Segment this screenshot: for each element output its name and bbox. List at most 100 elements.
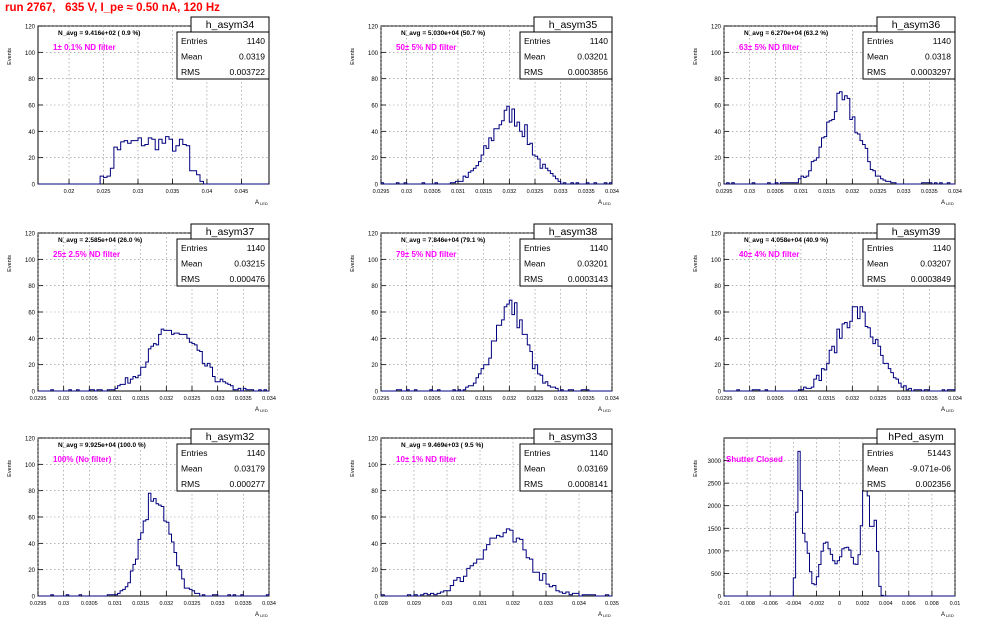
stats-title: hPed_asym xyxy=(888,431,944,443)
stats-rms-label: RMS xyxy=(524,274,543,284)
y-axis-label: Events xyxy=(7,48,13,65)
y-tick-label: 500 xyxy=(711,572,722,578)
stats-entries-value: 1140 xyxy=(590,448,609,458)
x-tick-label: 0.033 xyxy=(211,396,225,402)
x-tick-label: 0.035 xyxy=(166,189,180,195)
y-tick-label: 20 xyxy=(371,156,378,162)
x-tick-label: 0.034 xyxy=(605,189,619,195)
stats-box xyxy=(519,443,613,492)
stats-mean-label: Mean xyxy=(867,52,889,62)
stats-rms-label: RMS xyxy=(181,479,200,489)
x-tick-label: 0.031 xyxy=(108,601,122,607)
x-axis-label: A xyxy=(255,612,259,618)
x-tick-label: 0.0295 xyxy=(716,189,733,195)
filter-label: 40± 4% ND filter xyxy=(739,250,799,259)
x-tick-label: 0.0335 xyxy=(921,189,938,195)
x-axis-label-subscript: LED xyxy=(260,201,268,206)
y-axis-label: Events xyxy=(693,255,699,272)
x-tick-label: -0.008 xyxy=(739,601,755,607)
filter-label: 50± 5% ND filter xyxy=(396,43,456,52)
navg-label: N_avg = 9.416e+02 ( 0.9 %) xyxy=(58,30,140,37)
x-tick-label: 0.032 xyxy=(159,601,173,607)
y-tick-label: 2000 xyxy=(708,504,722,510)
y-tick-label: 40 xyxy=(28,337,35,343)
x-tick-label: 0.031 xyxy=(451,189,465,195)
y-tick-label: 0 xyxy=(32,390,36,396)
x-tick-label: 0.01 xyxy=(950,601,961,607)
stats-rms-value: 0.0003849 xyxy=(911,274,951,284)
navg-label: N_avg = 4.058e+04 (40.9 %) xyxy=(744,237,828,244)
x-tick-label: 0.0325 xyxy=(184,396,201,402)
y-tick-label: 40 xyxy=(371,542,378,548)
x-tick-label: 0.032 xyxy=(159,396,173,402)
x-tick-label: 0.0295 xyxy=(716,396,733,402)
stats-rms-value: 0.0003297 xyxy=(911,67,951,77)
x-axis-label: A xyxy=(598,200,602,206)
y-tick-label: 60 xyxy=(371,311,378,317)
stats-mean-value: 0.03179 xyxy=(234,464,265,474)
histogram-panel-h_asym34: 0 20 40 60 80 100 120 0.02 0.025 0.03 0.035 0.04 0.0… xyxy=(7,16,270,206)
y-tick-label: 80 xyxy=(714,284,721,290)
stats-box xyxy=(862,238,956,287)
x-tick-label: 0.025 xyxy=(97,189,111,195)
x-tick-label: 0.032 xyxy=(845,189,859,195)
x-tick-label: 0.0325 xyxy=(184,601,201,607)
stats-box xyxy=(176,443,270,492)
navg-label: N_avg = 9.925e+04 (100.0 %) xyxy=(58,442,146,449)
y-tick-label: 0 xyxy=(718,390,722,396)
stats-rms-label: RMS xyxy=(867,479,886,489)
x-tick-label: 0.031 xyxy=(108,396,122,402)
y-tick-label: 20 xyxy=(371,363,378,369)
x-tick-label: 0.033 xyxy=(897,189,911,195)
y-tick-label: 2500 xyxy=(708,482,722,488)
x-tick-label: 0.034 xyxy=(572,601,586,607)
x-tick-label: 0.0325 xyxy=(870,396,887,402)
x-tick-label: -0.004 xyxy=(785,601,801,607)
x-tick-label: 0.032 xyxy=(845,396,859,402)
x-tick-label: -0.006 xyxy=(762,601,778,607)
y-tick-label: 0 xyxy=(375,390,379,396)
histogram-panel-h_asym37: 0 20 40 60 80 100 120 0.0295 0.03 0.0305 0.031 0.03… xyxy=(7,223,276,413)
navg-label: N_avg = 6.270e+04 (63.2 %) xyxy=(744,30,828,37)
stats-rms-value: 0.003722 xyxy=(230,67,266,77)
x-axis-label-subscript: LED xyxy=(946,613,954,618)
x-tick-label: 0.035 xyxy=(605,601,619,607)
stats-entries-value: 1140 xyxy=(247,243,266,253)
navg-label: N_avg = 7.846e+04 (79.1 %) xyxy=(401,237,485,244)
stats-entries-label: Entries xyxy=(524,448,550,458)
y-tick-label: 40 xyxy=(28,542,35,548)
stats-title: h_asym38 xyxy=(549,226,598,238)
stats-rms-label: RMS xyxy=(867,274,886,284)
y-tick-label: 120 xyxy=(25,232,36,238)
x-tick-label: 0.0305 xyxy=(767,189,784,195)
stats-entries-value: 1140 xyxy=(247,36,266,46)
x-tick-label: 0.0305 xyxy=(81,601,98,607)
stats-mean-value: 0.03201 xyxy=(577,259,608,269)
y-axis-label: Events xyxy=(350,255,356,272)
y-tick-label: 80 xyxy=(28,284,35,290)
stats-box xyxy=(176,238,270,287)
filter-label: 100% (No filter) xyxy=(53,455,112,464)
histogram-panel-hPed_asym: 0 500 1000 1500 2000 2500 3000 -0.01 -0.008 -0.00… xyxy=(693,428,961,618)
x-tick-label: 0.0325 xyxy=(527,189,544,195)
y-tick-label: 20 xyxy=(28,363,35,369)
y-tick-label: 100 xyxy=(25,51,36,57)
x-tick-label: 0.033 xyxy=(554,189,568,195)
histogram-panel-h_asym36: 0 20 40 60 80 100 120 0.0295 0.03 0.0305 0.031 0.03… xyxy=(693,16,962,206)
x-tick-label: 0.002 xyxy=(856,601,870,607)
stats-title: h_asym33 xyxy=(549,431,598,443)
x-tick-label: 0.02 xyxy=(64,189,75,195)
stats-mean-label: Mean xyxy=(181,464,203,474)
y-tick-label: 120 xyxy=(711,232,722,238)
x-tick-label: 0.032 xyxy=(506,601,520,607)
stats-mean-value: 0.03207 xyxy=(920,259,951,269)
x-tick-label: 0.045 xyxy=(235,189,249,195)
y-axis-label: Events xyxy=(693,460,699,477)
stats-entries-label: Entries xyxy=(867,36,893,46)
stats-entries-label: Entries xyxy=(867,243,893,253)
x-axis-label: A xyxy=(941,407,945,413)
stats-box xyxy=(519,238,613,287)
x-tick-label: 0.0295 xyxy=(30,396,47,402)
stats-entries-value: 51443 xyxy=(927,448,951,458)
